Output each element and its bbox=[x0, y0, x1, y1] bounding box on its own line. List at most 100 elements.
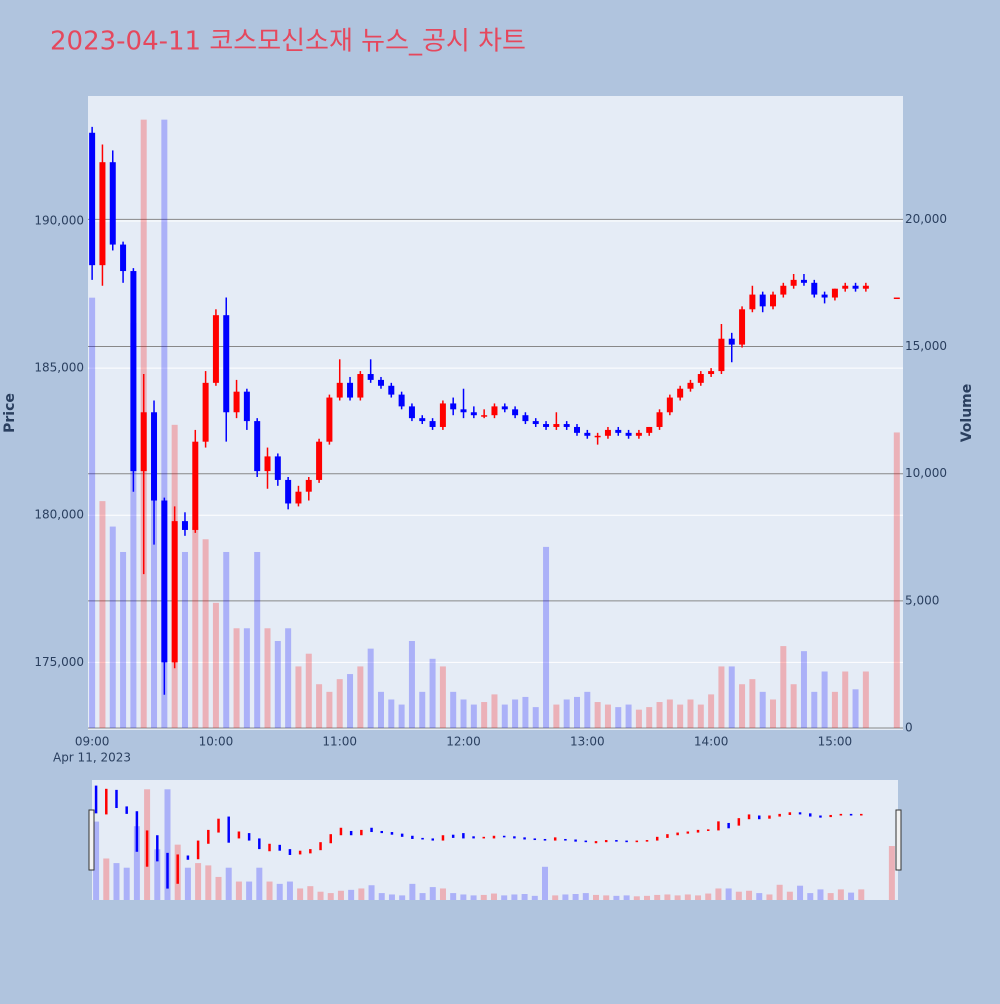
candle-body bbox=[893, 297, 900, 300]
volume-bar bbox=[770, 699, 777, 728]
candle-body bbox=[522, 415, 529, 422]
mini-volume-bar bbox=[674, 895, 681, 900]
candle-body bbox=[357, 374, 364, 398]
volume-bar bbox=[89, 297, 96, 728]
volume-bar bbox=[543, 546, 550, 728]
candle-body bbox=[130, 271, 137, 472]
mini-volume-bar bbox=[133, 826, 140, 900]
y-tick-label: 175,000 bbox=[34, 655, 84, 669]
volume-bar bbox=[254, 551, 261, 728]
candle-body bbox=[800, 279, 807, 283]
mini-volume-bar bbox=[307, 886, 314, 900]
volume-bar bbox=[780, 646, 787, 728]
y2-tick-label: 15,000 bbox=[905, 339, 947, 353]
mini-volume-bar bbox=[858, 889, 865, 900]
candle-body bbox=[89, 132, 96, 266]
mini-volume-bar bbox=[276, 883, 283, 900]
mini-volume-bar bbox=[205, 865, 212, 900]
volume-bar bbox=[243, 628, 250, 728]
range-handle[interactable] bbox=[88, 809, 95, 871]
candle-body bbox=[274, 456, 281, 480]
range-slider[interactable] bbox=[92, 780, 898, 900]
volume-bar bbox=[151, 450, 158, 728]
x-tick-label: 10:00 bbox=[199, 735, 234, 749]
mini-volume-bar bbox=[409, 883, 416, 900]
candle-body bbox=[831, 288, 838, 298]
candle-body bbox=[99, 162, 106, 266]
candle-body bbox=[181, 521, 188, 530]
candle-body bbox=[254, 421, 261, 472]
candle-body bbox=[419, 418, 426, 422]
mini-volume-bar bbox=[746, 890, 753, 900]
candle-body bbox=[563, 424, 570, 427]
volume-bar bbox=[491, 694, 498, 728]
candle-body bbox=[749, 294, 756, 310]
mini-volume-bar bbox=[184, 867, 191, 900]
volume-bar bbox=[656, 702, 663, 728]
mini-volume-bar bbox=[735, 891, 742, 900]
mini-volume-bar bbox=[562, 894, 569, 900]
mini-volume-bar bbox=[460, 894, 467, 900]
mini-volume-bar bbox=[235, 881, 242, 900]
volume-bar bbox=[574, 696, 580, 728]
volume-bar bbox=[718, 666, 725, 728]
mini-volume-bar bbox=[827, 893, 834, 900]
candle-body bbox=[408, 406, 415, 419]
volume-bar bbox=[181, 551, 188, 728]
volume-bar bbox=[223, 551, 230, 728]
range-handle[interactable] bbox=[895, 809, 902, 871]
mini-volume-bar bbox=[419, 893, 426, 900]
candle-body bbox=[295, 491, 302, 504]
mini-volume-bar bbox=[541, 866, 548, 900]
volume-bar bbox=[336, 679, 343, 728]
candle-body bbox=[862, 285, 869, 289]
mini-volume-bar bbox=[337, 890, 344, 900]
candle-body bbox=[512, 409, 519, 416]
volume-bar bbox=[295, 666, 302, 728]
mini-volume-bar bbox=[654, 894, 661, 900]
candle-body bbox=[584, 432, 591, 436]
volume-bar bbox=[697, 704, 704, 728]
volume-bar bbox=[852, 689, 859, 728]
volume-bar bbox=[512, 699, 519, 728]
candle-body bbox=[625, 432, 632, 436]
volume-bar bbox=[305, 653, 312, 728]
mini-volume-bar bbox=[195, 863, 202, 900]
mini-volume-bar bbox=[888, 846, 895, 900]
mini-volume-bar bbox=[695, 895, 702, 900]
volume-bar bbox=[553, 704, 560, 728]
candle-body bbox=[243, 391, 250, 422]
volume-bar bbox=[615, 707, 622, 728]
volume-bar bbox=[470, 704, 477, 728]
volume-bar bbox=[749, 679, 756, 728]
mini-volume-bar bbox=[705, 893, 712, 900]
x-tick-label: 11:00 bbox=[322, 735, 357, 749]
volume-bar bbox=[501, 704, 508, 728]
volume-bar bbox=[316, 684, 323, 728]
candle-body bbox=[718, 338, 725, 372]
volume-bar bbox=[347, 674, 354, 728]
volume-bar bbox=[532, 707, 539, 728]
volume-bar bbox=[367, 648, 374, 728]
candle-body bbox=[677, 388, 684, 398]
mini-volume-bar bbox=[429, 887, 436, 900]
candle-body bbox=[285, 479, 292, 504]
mini-volume-bar bbox=[593, 894, 600, 900]
volume-bar bbox=[192, 526, 199, 728]
volume-bar bbox=[739, 684, 746, 728]
volume-bar bbox=[584, 691, 591, 728]
mini-volume-bar bbox=[613, 895, 620, 900]
volume-bar bbox=[522, 696, 529, 728]
mini-volume-bar bbox=[766, 894, 773, 900]
volume-bar bbox=[99, 501, 106, 728]
mini-volume-bar bbox=[490, 893, 497, 900]
candle-body bbox=[450, 403, 457, 410]
candle-body bbox=[429, 421, 436, 427]
volume-bar bbox=[821, 671, 828, 728]
candle-body bbox=[842, 285, 849, 289]
candle-body bbox=[491, 406, 498, 416]
volume-bar bbox=[563, 699, 570, 728]
mini-volume-bar bbox=[807, 893, 814, 900]
y2-tick-label: 0 bbox=[905, 721, 913, 735]
volume-bar bbox=[439, 666, 446, 728]
